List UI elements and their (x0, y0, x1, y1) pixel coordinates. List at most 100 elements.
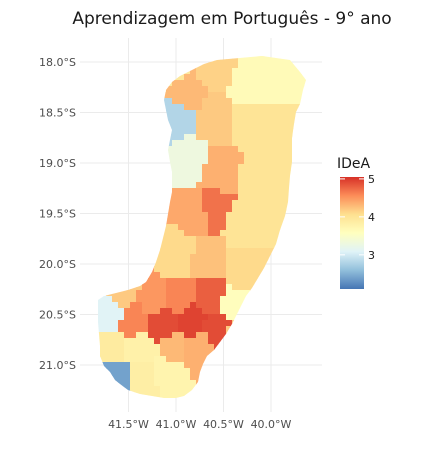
municipality-cell (118, 362, 125, 369)
municipality-cell (148, 110, 155, 117)
municipality-cell (178, 98, 185, 105)
municipality-cell (220, 62, 227, 69)
municipality-cell (208, 128, 215, 135)
municipality-cell (274, 290, 281, 297)
municipality-cell (184, 86, 191, 93)
municipality-cell (112, 110, 119, 117)
municipality-cell (220, 206, 227, 213)
municipality-cell (154, 98, 161, 105)
municipality-cell (286, 374, 293, 381)
municipality-cell (166, 164, 173, 171)
municipality-cell (286, 194, 293, 201)
municipality-cell (244, 272, 251, 279)
municipality-cell (184, 56, 191, 63)
municipality-cell (256, 110, 263, 117)
legend-tick-label: 3 (368, 249, 375, 262)
municipality-cell (136, 164, 143, 171)
municipality-cell (232, 146, 239, 153)
municipality-cell (112, 98, 119, 105)
municipality-cell (172, 164, 179, 171)
municipality-cell (286, 80, 293, 87)
municipality-cell (160, 80, 167, 87)
municipality-cell (244, 338, 251, 345)
municipality-cell (268, 194, 275, 201)
municipality-cell (274, 326, 281, 333)
municipality-cell (178, 404, 184, 410)
municipality-cell (148, 200, 155, 207)
municipality-cell (124, 146, 131, 153)
municipality-cell (280, 110, 287, 117)
municipality-cell (98, 110, 101, 117)
municipality-cell (262, 134, 269, 141)
municipality-cell (280, 398, 286, 404)
municipality-cell (226, 266, 233, 273)
municipality-cell (130, 260, 137, 267)
municipality-cell (250, 56, 257, 57)
municipality-cell (130, 326, 137, 333)
municipality-cell (274, 176, 281, 183)
municipality-cell (100, 344, 107, 351)
municipality-cell (226, 92, 233, 99)
municipality-cell (154, 278, 161, 285)
municipality-cell (310, 392, 316, 398)
municipality-cell (190, 260, 197, 267)
municipality-cell (196, 146, 203, 153)
municipality-cell (220, 92, 227, 99)
municipality-cell (286, 266, 293, 273)
municipality-cell (100, 236, 107, 243)
municipality-cell (232, 338, 239, 345)
municipality-cell (196, 248, 203, 255)
municipality-cell (256, 242, 263, 249)
municipality-cell (178, 314, 185, 321)
municipality-cell (310, 212, 316, 218)
municipality-cell (214, 278, 221, 285)
municipality-cell (232, 104, 239, 111)
municipality-cell (124, 152, 131, 159)
municipality-cell (166, 86, 173, 93)
municipality-cell (160, 266, 167, 273)
municipality-cell (274, 116, 281, 123)
municipality-cell (98, 326, 101, 333)
municipality-cell (166, 218, 173, 225)
municipality-cell (226, 272, 233, 279)
municipality-cell (184, 218, 191, 225)
municipality-cell (130, 176, 137, 183)
municipality-cell (274, 278, 281, 285)
municipality-cell (274, 212, 281, 219)
municipality-cell (208, 140, 215, 147)
municipality-cell (98, 56, 101, 57)
municipality-cell (274, 134, 281, 141)
municipality-cell (100, 308, 107, 315)
municipality-cell (280, 392, 287, 398)
municipality-cell (124, 170, 131, 177)
municipality-cell (232, 140, 239, 147)
municipality-cell (136, 104, 143, 111)
municipality-cell (310, 74, 316, 80)
municipality-cell (130, 386, 137, 393)
municipality-cell (238, 194, 245, 201)
municipality-cell (280, 230, 287, 237)
municipality-cell (154, 182, 161, 189)
municipality-cell (160, 200, 167, 207)
municipality-cell (274, 206, 281, 213)
municipality-cell (98, 194, 101, 201)
municipality-cell (226, 74, 233, 81)
municipality-cell (274, 302, 281, 309)
municipality-cell (190, 368, 197, 375)
municipality-cell (166, 152, 173, 159)
municipality-cell (136, 56, 143, 57)
municipality-cell (292, 128, 299, 135)
municipality-cell (148, 68, 155, 75)
municipality-cell (136, 182, 143, 189)
municipality-cell (292, 182, 299, 189)
municipality-cell (256, 398, 262, 404)
municipality-cell (166, 140, 173, 147)
municipality-cell (160, 248, 167, 255)
municipality-cell (130, 380, 137, 387)
municipality-cell (154, 68, 161, 75)
municipality-cell (274, 344, 281, 351)
municipality-cell (208, 326, 215, 333)
municipality-cell (190, 284, 197, 291)
municipality-cell (184, 362, 191, 369)
municipality-cell (130, 140, 137, 147)
